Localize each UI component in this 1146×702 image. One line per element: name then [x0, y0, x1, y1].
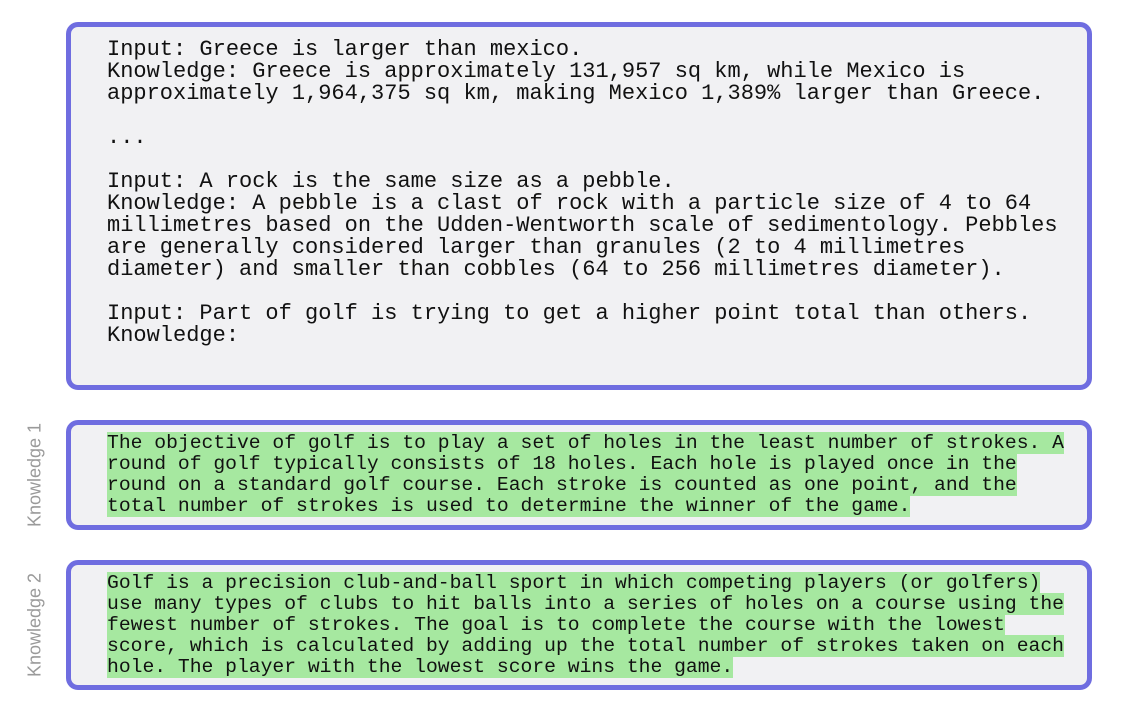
- side-label: Knowledge 1: [24, 422, 45, 528]
- prompt-line: Knowledge: Greece is approximately 131,9…: [107, 59, 966, 84]
- prompt-line: ...: [107, 125, 147, 150]
- highlighted-line: score, which is calculated by adding up …: [107, 635, 1064, 657]
- knowledge-box: Golf is a precision club-and-ball sport …: [66, 560, 1092, 690]
- highlighted-line: total number of strokes is used to deter…: [107, 495, 911, 517]
- prompt-line: are generally considered larger than gra…: [107, 235, 966, 260]
- prompt-box: Input: Greece is larger than mexico. Know…: [66, 22, 1092, 390]
- knowledge-box: The objective of golf is to play a set o…: [66, 420, 1092, 530]
- line-row: Golf is a precision club-and-ball sport …: [107, 572, 1064, 594]
- side-label: Knowledge 2: [24, 572, 45, 678]
- highlighted-line: The objective of golf is to play a set o…: [107, 432, 1064, 454]
- prompt-line: approximately 1,964,375 sq km, making Me…: [107, 81, 1045, 106]
- highlighted-line: round on a standard golf course. Each st…: [107, 474, 1017, 496]
- prompt-line: Knowledge: A pebble is a clast of rock w…: [107, 191, 1032, 216]
- highlighted-line: use many types of clubs to hit balls int…: [107, 593, 1064, 615]
- prompt-line: Knowledge:: [107, 323, 240, 348]
- line-row: use many types of clubs to hit balls int…: [107, 593, 1064, 615]
- line-row: The objective of golf is to play a set o…: [107, 432, 1064, 454]
- prompt-line: Input: Greece is larger than mexico.: [107, 37, 583, 62]
- knowledge-text: Golf is a precision club-and-ball sport …: [107, 572, 1064, 678]
- line-row: fewest number of strokes. The goal is to…: [107, 614, 1064, 636]
- prompt-block: Input: A rock is the same size as a pebb…: [107, 171, 1058, 281]
- line-row: hole. The player with the lowest score w…: [107, 656, 1064, 678]
- highlighted-line: round of golf typically consists of 18 h…: [107, 453, 1017, 475]
- knowledge-text: The objective of golf is to play a set o…: [107, 432, 1064, 517]
- line-row: total number of strokes is used to deter…: [107, 495, 1064, 517]
- prompt-block: Input: Greece is larger than mexico. Know…: [107, 39, 1058, 105]
- prompt-line: millimetres based on the Udden-Wentworth…: [107, 213, 1058, 238]
- prompt-line: diameter) and smaller than cobbles (64 t…: [107, 257, 1005, 282]
- prompt-line: Input: A rock is the same size as a pebb…: [107, 169, 675, 194]
- highlighted-line: hole. The player with the lowest score w…: [107, 656, 734, 678]
- prompt-block: Input: Part of golf is trying to get a h…: [107, 303, 1058, 347]
- highlighted-line: Golf is a precision club-and-ball sport …: [107, 572, 1041, 594]
- line-row: round of golf typically consists of 18 h…: [107, 453, 1064, 475]
- prompt-text: Input: Greece is larger than mexico. Know…: [107, 39, 1058, 369]
- prompt-line: Input: Part of golf is trying to get a h…: [107, 301, 1032, 326]
- line-row: round on a standard golf course. Each st…: [107, 474, 1064, 496]
- line-row: score, which is calculated by adding up …: [107, 635, 1064, 657]
- prompt-block: ...: [107, 127, 1058, 149]
- highlighted-line: fewest number of strokes. The goal is to…: [107, 614, 1005, 636]
